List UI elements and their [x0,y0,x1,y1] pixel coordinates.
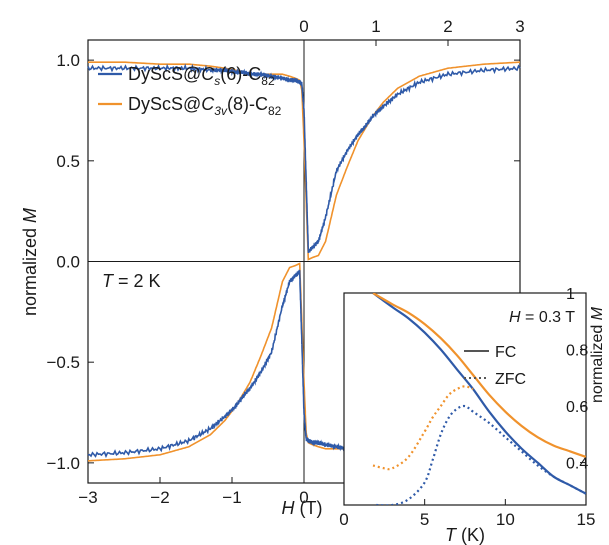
inset-ytick-label: 0.6 [566,399,588,416]
main-plot: −3 −2 −1 0 0 1 2 3 −1.0 −0.5 0.0 0.5 1.0 DyScS@Cs(6)… [20,17,525,518]
inset-series-cs-6-zfc [376,404,586,505]
main-top-tick-label: 2 [443,17,452,36]
inset-xtick-label: 10 [496,510,515,529]
legend-label-c3v8: DyScS@C3v(8)-C82 [128,94,282,118]
main-ticks: −3 −2 −1 0 0 1 2 3 −1.0 −0.5 0.0 0.5 1.0 [46,17,524,507]
inset-legend-zfc: ZFC [495,371,526,388]
main-top-tick-label: 0 [299,17,308,36]
main-ytick-label: 1.0 [56,51,80,70]
inset-xtick-label: 0 [339,510,348,529]
inset-plot: 0 5 10 150.40.60.81 H = 0.3 T FC ZFC T (K) … [339,286,606,545]
inset-series-c3v-8-fc [372,293,586,458]
main-top-tick-label: 3 [515,17,524,36]
legend-label-cs6: DyScS@Cs(6)-C82 [128,64,275,88]
inset-ticks: 0 5 10 15 0.4 0.6 0.8 1 [339,286,595,529]
series-cs6-sweep-up [87,63,521,254]
inset-xtick-label: 5 [420,510,429,529]
main-ylabel: normalized M [20,208,40,316]
main-xtick-label: −3 [78,488,97,507]
inset-legend-fc: FC [495,344,516,361]
inset-ylabel: normalized M [589,306,606,403]
main-xtick-label: −2 [150,488,169,507]
inset-series-cs-6-fc [372,293,586,495]
main-ytick-label: 0.5 [56,152,80,171]
main-annotation-temperature: T = 2 K [102,271,161,291]
main-top-tick-label: 1 [371,17,380,36]
main-ytick-label: 0.0 [56,253,80,272]
inset-ytick-label: 0.4 [566,456,588,473]
inset-plot-frame [343,292,587,506]
inset-ytick-label: 1 [566,286,575,303]
main-ytick-label: −0.5 [46,353,80,372]
inset-xlabel: T (K) [445,525,485,545]
main-xtick-label: 0 [299,488,308,507]
main-ytick-label: −1.0 [46,454,80,473]
inset-curves [372,293,586,505]
inset-ytick-label: 0.8 [566,343,588,360]
inset-xtick-label: 15 [577,510,596,529]
main-xtick-label: −1 [222,488,241,507]
inset-series-c3v-8-zfc [372,385,474,471]
main-xlabel: H (T) [282,498,323,518]
inset-annotation-field: H = 0.3 T [509,309,575,326]
main-legend: DyScS@Cs(6)-C82 DyScS@C3v(8)-C82 [98,64,282,118]
